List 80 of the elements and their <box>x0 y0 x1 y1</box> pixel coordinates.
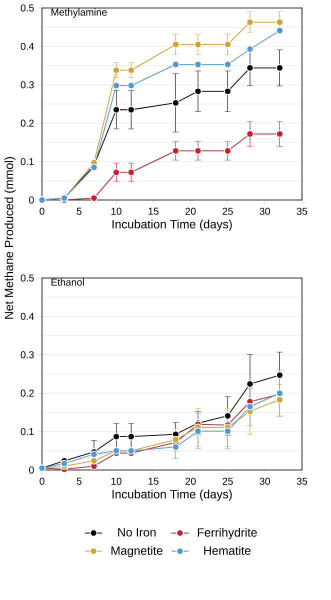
x-tick-label: 20 <box>186 478 196 485</box>
x-axis-title: Incubation Time (days) <box>112 220 232 231</box>
point <box>246 45 254 53</box>
point <box>224 147 232 155</box>
point <box>172 99 180 107</box>
y-tick-label: 0.3 <box>20 351 34 358</box>
x-tick-label: 15 <box>148 478 159 485</box>
point <box>276 64 284 72</box>
y-tick-label: 0.2 <box>20 390 34 397</box>
point <box>246 130 254 138</box>
point <box>112 168 120 176</box>
point <box>172 40 180 48</box>
x-tick-label: 25 <box>222 208 233 215</box>
legend-label: Ferrihydrite <box>198 528 257 540</box>
y-tick-label: 0.3 <box>20 81 34 88</box>
point <box>276 26 284 34</box>
point <box>172 60 180 68</box>
point <box>224 40 232 48</box>
point <box>276 18 284 26</box>
x-tick-label: 20 <box>186 208 196 215</box>
legend-label: No Iron <box>118 528 156 536</box>
point <box>112 82 120 90</box>
point <box>194 147 202 155</box>
y-tick-label: 0.1 <box>20 428 34 436</box>
point <box>112 106 120 114</box>
point <box>276 130 284 138</box>
x-tick-label: 30 <box>260 208 270 215</box>
point <box>224 60 232 68</box>
point <box>276 396 284 404</box>
x-tick-label: 0 <box>40 478 44 485</box>
point <box>60 460 68 468</box>
point <box>246 402 254 410</box>
y-tick-label: 0.4 <box>20 312 34 320</box>
point <box>90 194 98 202</box>
point <box>172 147 180 155</box>
point <box>246 380 254 388</box>
point <box>90 450 98 458</box>
point <box>194 88 202 96</box>
point <box>172 436 180 444</box>
x-tick-label: 35 <box>296 478 308 485</box>
point <box>194 40 202 48</box>
point <box>224 88 232 96</box>
x-tick-label: 5 <box>76 478 82 485</box>
chart-title: Ethanol <box>52 278 84 286</box>
x-tick-label: 30 <box>260 478 270 485</box>
point <box>246 18 254 26</box>
point <box>224 427 232 435</box>
point <box>112 432 120 440</box>
x-tick-label: 0 <box>40 208 44 215</box>
y-tick-label: 0 <box>29 196 34 204</box>
x-tick-label: 10 <box>112 478 122 485</box>
point <box>127 432 135 440</box>
legend-label: Magnetite <box>112 546 162 558</box>
y-tick-label: 0.2 <box>20 120 34 127</box>
y-tick-label: 0 <box>29 466 34 474</box>
point <box>172 443 180 451</box>
point <box>90 457 98 465</box>
point <box>224 412 232 420</box>
point <box>276 371 284 379</box>
point <box>246 64 254 72</box>
x-tick-label: 35 <box>296 208 308 215</box>
x-tick-label: 15 <box>148 208 159 215</box>
chart-title: Methylamine <box>52 8 107 18</box>
y-tick-label: 0.4 <box>20 42 34 50</box>
x-tick-label: 5 <box>76 208 82 215</box>
point <box>127 168 135 176</box>
point <box>127 106 135 114</box>
point <box>194 60 202 68</box>
y-tick-label: 0.5 <box>20 4 34 12</box>
point <box>112 66 120 74</box>
legend-label: Hematite <box>204 546 251 555</box>
y-tick-label: 0.5 <box>20 274 34 282</box>
x-tick-label: 10 <box>112 208 122 215</box>
y-tick-label: 0.1 <box>20 158 34 166</box>
point <box>127 66 135 74</box>
y-axis-title: Net Methane Produced (mmol) <box>4 157 16 319</box>
point <box>194 427 202 435</box>
x-axis-title: Incubation Time (days) <box>112 490 232 501</box>
point <box>127 82 135 90</box>
x-tick-label: 25 <box>222 478 233 485</box>
